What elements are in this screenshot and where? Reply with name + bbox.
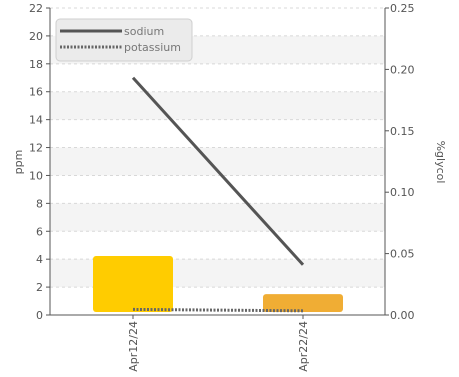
series-lines [131, 76, 305, 313]
right-tick-label: 0.15 [390, 125, 415, 138]
left-tick-label: 10 [29, 169, 43, 182]
bars [93, 256, 343, 312]
left-tick-label: 20 [29, 30, 43, 43]
right-axis-ticks: 0.00 0.05 0.10 0.15 0.20 0.25 [385, 2, 415, 322]
series-line-potassium [132, 307, 304, 313]
series-line-sodium [131, 76, 305, 266]
legend: sodium potassium [55, 18, 193, 62]
grid-band [50, 203, 385, 232]
grid-bands [50, 35, 385, 288]
left-tick-label: 0 [36, 309, 43, 322]
left-tick-label: 14 [29, 114, 43, 127]
left-axis-ticks: 0 2 4 6 8 10 12 14 16 18 20 22 [29, 2, 50, 322]
left-axis-title: ppm [12, 150, 25, 175]
legend-label-potassium: potassium [124, 41, 181, 54]
right-tick-label: 0.25 [390, 2, 415, 15]
left-tick-label: 18 [29, 58, 43, 71]
right-tick-label: 0.10 [390, 186, 415, 199]
left-tick-label: 22 [29, 2, 43, 15]
axes [49, 8, 386, 316]
legend-label-sodium: sodium [124, 25, 164, 38]
x-tick-label: Apr12/24 [127, 321, 140, 372]
left-tick-label: 4 [36, 253, 43, 266]
right-tick-label: 0.20 [390, 63, 415, 76]
left-tick-label: 16 [29, 86, 43, 99]
x-tick-label: Apr22/24 [297, 321, 310, 372]
right-axis-title: %glycol [434, 141, 447, 184]
bar-1 [93, 256, 173, 312]
right-tick-label: 0.05 [390, 248, 415, 261]
left-tick-label: 12 [29, 142, 43, 155]
grid-band [50, 91, 385, 120]
bar-2 [263, 294, 343, 312]
left-tick-label: 6 [36, 225, 43, 238]
right-tick-label: 0.00 [390, 309, 415, 322]
left-tick-label: 2 [36, 281, 43, 294]
x-axis-ticks: Apr12/24 Apr22/24 [127, 315, 310, 372]
left-tick-label: 8 [36, 197, 43, 210]
